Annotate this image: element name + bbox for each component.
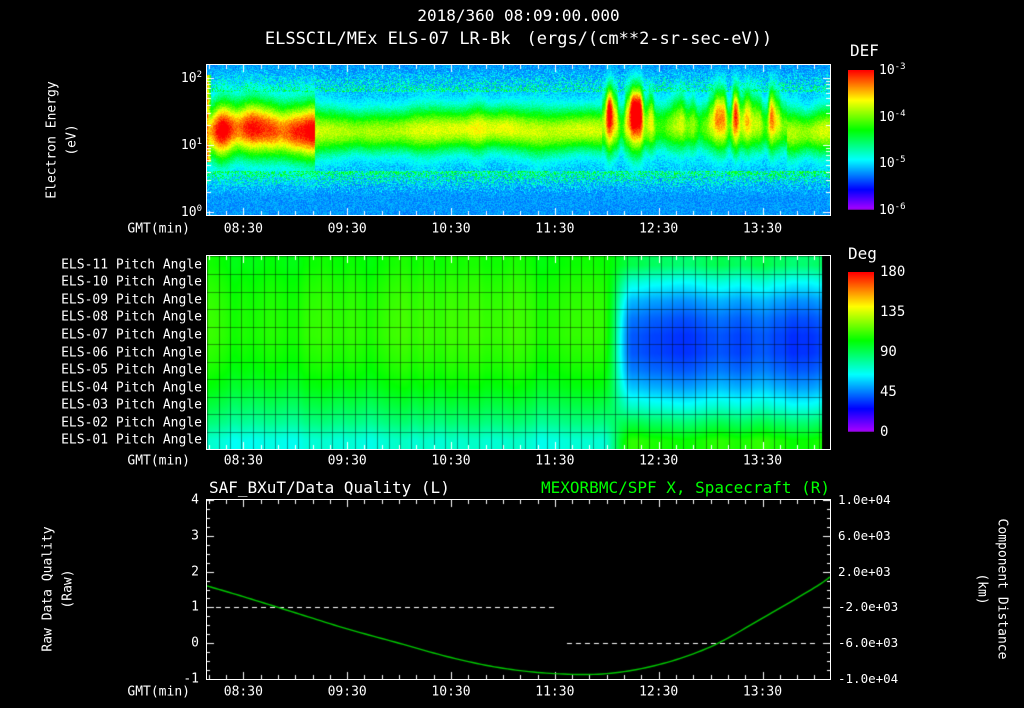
panel3-right-axis-title: Component Distance (km) [973, 519, 1012, 660]
left-axis-tick-0: 0 [191, 635, 199, 651]
pitch-row-label-els-07: ELS-07 Pitch Angle [61, 327, 202, 343]
x-tick-label-p1-1130: 11:30 [535, 221, 575, 237]
x-axis-title-panel3: GMT(min) [127, 684, 190, 700]
panel1-units: (ergs/(cm**2-sr-sec-eV)) [526, 29, 773, 49]
colorbar-def-tick-10e-5: 10-5 [879, 155, 906, 172]
pitch-row-label-els-11: ELS-11 Pitch Angle [61, 257, 202, 273]
colorbar-deg-title: Deg [848, 244, 877, 263]
pitch-row-label-els-09: ELS-09 Pitch Angle [61, 292, 202, 308]
x-axis-title-panel2: GMT(min) [127, 453, 190, 469]
panel3-right-axis-title-line2: (km) [975, 573, 990, 605]
page-title-datetime: 2018/360 08:09:00.000 [417, 6, 620, 25]
x-tick-label-p2-1130: 11:30 [535, 453, 575, 469]
x-tick-label-p1-1230: 12:30 [639, 221, 679, 237]
panel1-y-axis-title-line2: (eV) [64, 124, 79, 156]
colorbar-def-tick-10e-6: 10-6 [879, 201, 906, 219]
right-axis-tick-1: 6.0e+03 [838, 527, 891, 543]
panel3-right-axis-title-line1: Component Distance [994, 518, 1010, 660]
pitch-row-label-els-05: ELS-05 Pitch Angle [61, 362, 202, 378]
left-axis-tick-3: 3 [191, 528, 199, 544]
quality-spacecraft-plot [206, 499, 831, 680]
left-axis-tick--1: -1 [183, 671, 199, 687]
right-axis-tick-2: 2.0e+03 [838, 563, 891, 579]
colorbar-deg-tick-135: 135 [880, 304, 906, 320]
x-tick-label-p2-0830: 08:30 [223, 453, 263, 469]
colorbar-deg-tick-180: 180 [880, 264, 906, 280]
energy-tick-label-10e2: 102 [180, 69, 202, 87]
colorbar-def-tick-10e-3: 10-3 [879, 61, 906, 79]
x-tick-label-p3-1330: 13:30 [742, 684, 783, 700]
energy-tick-label-10e1: 101 [180, 136, 202, 154]
electron-spectrogram-plot [206, 64, 831, 216]
x-tick-label-p2-1330: 13:30 [742, 453, 783, 469]
x-tick-label-p2-1230: 12:30 [639, 453, 679, 469]
x-tick-label-p3-1230: 12:30 [639, 684, 679, 700]
pitch-angle-plot [206, 255, 831, 450]
x-tick-label-p3-1130: 11:30 [535, 684, 575, 700]
right-axis-tick-4: -6.0e+03 [838, 634, 899, 650]
pitch-row-label-els-02: ELS-02 Pitch Angle [61, 415, 202, 431]
right-axis-tick-3: -2.0e+03 [838, 599, 899, 615]
pitch-row-label-els-01: ELS-01 Pitch Angle [61, 432, 202, 448]
panel1-title: ELSSCIL/MEx ELS-07 LR-Bk [264, 29, 511, 49]
x-tick-label-p2-0930: 09:30 [327, 453, 367, 469]
x-tick-label-p3-1030: 10:30 [431, 684, 471, 700]
energy-tick-label-10e0: 100 [180, 203, 202, 221]
x-tick-label-p1-1030: 10:30 [431, 221, 471, 237]
left-axis-tick-1: 1 [191, 599, 199, 615]
panel3-right-title: MEXORBMC/SPF X, Spacecraft (R) [541, 478, 830, 497]
colorbar-deg-tick-90: 90 [880, 344, 897, 360]
panel3-left-axis-title: Raw Data Quality (Raw) [39, 526, 78, 651]
pitch-row-label-els-10: ELS-10 Pitch Angle [61, 274, 202, 290]
x-tick-label-p1-0930: 09:30 [327, 221, 367, 237]
panel3-left-axis-title-line2: (Raw) [60, 569, 75, 609]
panel1-y-axis-title: Electron Energy (eV) [43, 81, 82, 198]
x-tick-label-p3-0830: 08:30 [223, 684, 263, 700]
x-tick-label-p2-1030: 10:30 [431, 453, 471, 469]
x-axis-title-panel1: GMT(min) [127, 221, 190, 237]
x-tick-label-p1-1330: 13:30 [742, 221, 783, 237]
x-tick-label-p3-0930: 09:30 [327, 684, 367, 700]
colorbar-def-title: DEF [850, 41, 879, 60]
colorbar-def-tick-10e-4: 10-4 [879, 108, 906, 125]
left-axis-tick-4: 4 [191, 492, 199, 508]
panel1-title-row: ELSSCIL/MEx ELS-07 LR-Bk (ergs/(cm**2-sr-… [207, 29, 830, 49]
colorbar-deg-tick-45: 45 [880, 384, 897, 400]
deg-colorbar [848, 272, 874, 432]
pitch-row-label-els-03: ELS-03 Pitch Angle [61, 397, 202, 413]
panel1-y-axis-title-line1: Electron Energy [44, 81, 60, 199]
left-axis-tick-2: 2 [191, 564, 199, 580]
x-tick-label-p1-0830: 08:30 [223, 221, 263, 237]
pitch-row-label-els-04: ELS-04 Pitch Angle [61, 380, 202, 396]
right-axis-tick-0: 1.0e+04 [838, 491, 891, 507]
right-axis-tick-5: -1.0e+04 [838, 670, 899, 686]
pitch-row-label-els-06: ELS-06 Pitch Angle [61, 345, 202, 360]
def-colorbar [848, 70, 874, 210]
panel3-left-title: SAF_BXuT/Data Quality (L) [209, 478, 450, 497]
colorbar-deg-tick-0: 0 [880, 424, 889, 440]
pitch-row-label-els-08: ELS-08 Pitch Angle [61, 309, 202, 325]
panel3-left-axis-title-line1: Raw Data Quality [40, 526, 56, 652]
